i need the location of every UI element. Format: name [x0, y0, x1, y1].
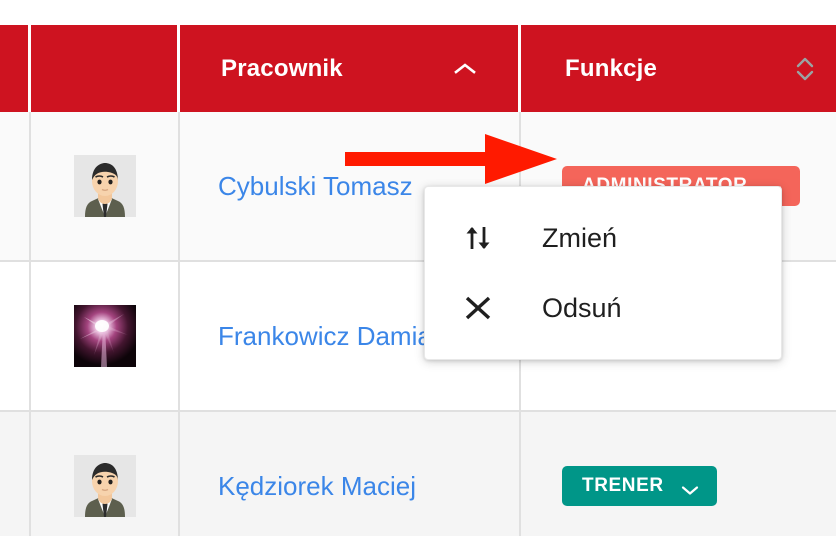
employee-name-link[interactable]: Kędziorek Maciej: [218, 470, 416, 501]
menu-item-zmien[interactable]: Zmień: [425, 203, 781, 273]
column-header-funkcje[interactable]: Funkcje: [521, 25, 836, 112]
column-header-pracownik[interactable]: Pracownik: [180, 25, 521, 112]
role-badge-trener[interactable]: TRENER: [562, 466, 717, 506]
role-cell: TRENER: [521, 412, 836, 536]
avatar-cell: [31, 262, 180, 412]
avatar-cell: [31, 112, 180, 262]
row-select-cell[interactable]: [0, 412, 31, 536]
avatar-man-in-suit: [73, 455, 136, 517]
menu-item-odsun-label: Odsuń: [542, 292, 622, 323]
column-header-pracownik-label: Pracownik: [221, 54, 343, 82]
name-cell: Kędziorek Maciej: [180, 412, 521, 536]
avatar-purple-light-burst: [73, 305, 136, 367]
avatar-cell: [31, 412, 180, 536]
role-badge-label: TRENER: [582, 475, 664, 496]
column-header-select[interactable]: [0, 25, 31, 112]
table-header-row: Pracownik Funkcje: [0, 25, 836, 112]
employee-name-link[interactable]: Cybulski Tomasz: [218, 170, 413, 201]
close-x-icon: [458, 290, 498, 326]
column-header-funkcje-label: Funkcje: [565, 54, 658, 82]
row-select-cell[interactable]: [0, 112, 31, 262]
employee-name-link[interactable]: Frankowicz Damian: [218, 320, 447, 351]
arrows-up-down-icon: [458, 220, 498, 256]
top-white-strip: [0, 0, 836, 25]
menu-item-odsun[interactable]: Odsuń: [425, 273, 781, 343]
chevron-up-down-icon[interactable]: [794, 54, 816, 84]
chevron-up-icon[interactable]: [454, 62, 476, 76]
table-row: Kędziorek Maciej TRENER: [0, 412, 836, 536]
row-select-cell[interactable]: [0, 262, 31, 412]
column-header-avatar[interactable]: [31, 25, 180, 112]
menu-item-zmien-label: Zmień: [542, 222, 618, 253]
role-context-menu: Zmień Odsuń: [424, 186, 782, 360]
chevron-down-icon: [680, 480, 700, 495]
avatar-man-in-suit: [73, 155, 136, 217]
